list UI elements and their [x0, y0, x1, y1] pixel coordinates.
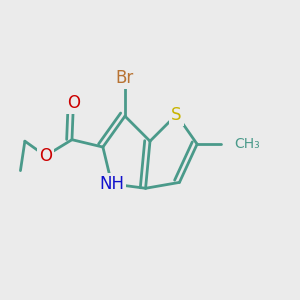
Text: S: S	[171, 106, 182, 124]
Text: CH₃: CH₃	[234, 137, 260, 151]
Text: NH: NH	[99, 175, 124, 193]
Text: O: O	[67, 94, 80, 112]
Text: O: O	[39, 147, 52, 165]
Text: Br: Br	[116, 69, 134, 87]
